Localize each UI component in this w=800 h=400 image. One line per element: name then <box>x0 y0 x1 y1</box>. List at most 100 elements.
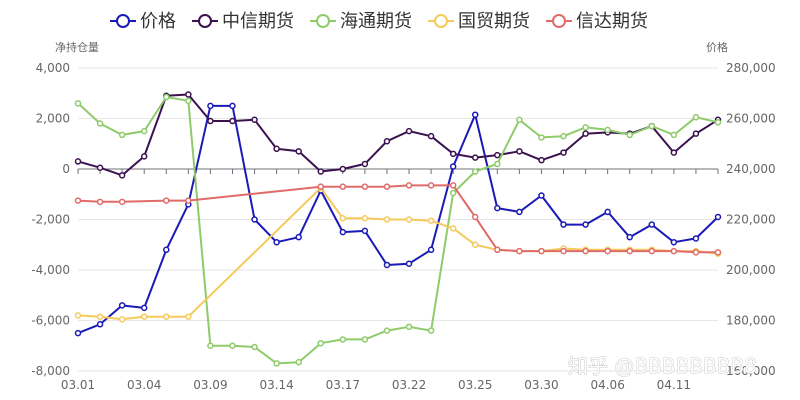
data-point <box>427 132 435 140</box>
data-point <box>163 313 170 320</box>
data-point <box>295 148 302 155</box>
x-tick-label: 03.25 <box>458 378 492 392</box>
legend-item[interactable]: 中信期货 <box>192 11 294 32</box>
data-point <box>405 260 413 267</box>
data-point <box>582 130 589 137</box>
right-axis-name: 价格 <box>706 40 728 54</box>
data-point <box>471 168 479 175</box>
x-tick-label: 03.17 <box>326 378 360 392</box>
data-point <box>317 168 325 175</box>
series-line <box>77 186 719 321</box>
data-point <box>427 327 435 334</box>
data-point <box>339 228 347 236</box>
data-point <box>383 183 391 190</box>
data-point <box>670 247 678 255</box>
right-tick-label: 160,000 <box>726 364 776 378</box>
data-point <box>670 149 678 156</box>
x-tick-label: 04.06 <box>590 378 624 392</box>
data-point <box>383 261 391 269</box>
legend-label: 价格 <box>140 11 176 32</box>
data-point <box>427 246 435 254</box>
left-axis-name: 净持仓量 <box>55 40 99 54</box>
x-tick-label: 04.11 <box>657 378 691 392</box>
right-tick-label: 240,000 <box>726 162 776 176</box>
data-point <box>96 313 104 320</box>
left-tick-label: 2,000 <box>36 112 70 126</box>
data-point <box>74 158 82 165</box>
data-point <box>273 360 280 367</box>
data-point <box>560 149 567 156</box>
data-point <box>405 182 413 189</box>
chart-legend[interactable]: 价格 中信期货 海通期货 国贸期货 信达期货 <box>110 11 648 32</box>
data-point <box>560 247 567 255</box>
data-point <box>361 160 369 168</box>
legend-item[interactable]: 价格 <box>110 11 176 32</box>
series-line <box>77 96 719 365</box>
data-point <box>494 151 501 159</box>
data-point <box>670 131 678 139</box>
legend-item[interactable]: 信达期货 <box>546 11 648 32</box>
data-point <box>560 221 567 228</box>
data-point <box>449 163 457 170</box>
data-point <box>604 247 611 255</box>
data-point <box>295 358 302 366</box>
data-point <box>96 120 104 127</box>
data-point <box>692 130 700 137</box>
data-point <box>163 93 170 101</box>
data-point <box>317 339 325 347</box>
legend-item[interactable]: 国贸期货 <box>428 11 530 32</box>
data-point <box>74 329 82 337</box>
right-axis-ticks: 280,000 260,000 240,000 220,000 200,000 180,0… <box>726 61 776 378</box>
data-point <box>339 214 347 222</box>
data-point <box>185 313 192 320</box>
data-point <box>449 225 457 232</box>
data-point <box>207 117 214 125</box>
left-axis-ticks: 4,000 2,000 0 -2,000 -4,000 -6,000 -8,000 <box>31 61 70 378</box>
legend-marker-icon <box>316 14 330 28</box>
series-3 <box>74 184 722 323</box>
right-tick-label: 180,000 <box>726 314 776 328</box>
legend-marker-icon <box>552 14 566 28</box>
data-point <box>471 154 479 161</box>
right-tick-label: 280,000 <box>726 61 776 75</box>
data-point <box>604 126 611 134</box>
data-point <box>582 247 589 255</box>
x-axis: 03.01 03.04 03.09 03.14 03.17 03.22 03.25 03.30… <box>61 168 719 392</box>
data-point <box>604 208 611 216</box>
legend-label: 国贸期货 <box>458 11 530 32</box>
data-point <box>185 91 192 98</box>
series-line <box>77 104 719 335</box>
series-lines <box>74 91 722 367</box>
legend-marker-icon <box>198 14 212 28</box>
x-tick-label: 03.04 <box>127 378 161 392</box>
x-tick-label: 03.22 <box>392 378 426 392</box>
data-point <box>538 192 545 199</box>
left-tick-label: -8,000 <box>31 364 70 378</box>
left-tick-label: -2,000 <box>31 213 70 227</box>
data-point <box>538 156 545 164</box>
data-point <box>538 134 545 141</box>
data-point <box>560 132 567 140</box>
data-point <box>626 247 633 255</box>
data-point <box>714 119 722 126</box>
data-point <box>471 111 479 118</box>
legend-marker-icon <box>116 14 130 28</box>
series-line <box>77 184 718 254</box>
data-point <box>405 127 413 135</box>
data-point <box>714 213 722 221</box>
data-point <box>516 148 523 155</box>
data-point <box>670 238 678 246</box>
data-point <box>405 216 413 223</box>
data-point <box>582 221 589 228</box>
data-point <box>140 153 148 160</box>
data-point <box>96 321 104 328</box>
data-point <box>207 342 214 349</box>
legend-item[interactable]: 海通期货 <box>310 11 412 32</box>
series-0 <box>74 102 722 337</box>
data-point <box>118 172 126 179</box>
data-point <box>516 116 523 124</box>
data-point <box>295 233 302 241</box>
data-point <box>361 214 369 222</box>
data-point <box>118 131 126 139</box>
